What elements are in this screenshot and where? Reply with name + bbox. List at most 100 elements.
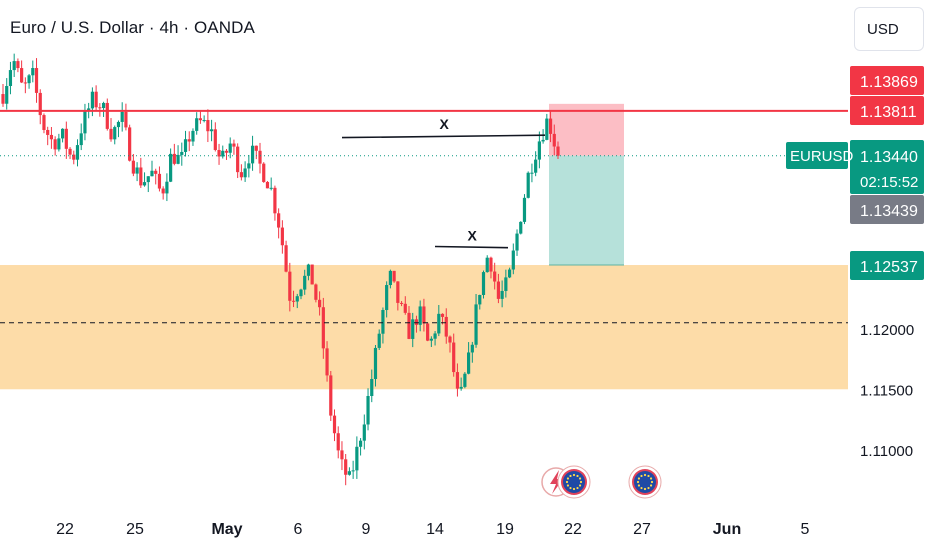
candle: [42, 115, 46, 130]
candle: [221, 150, 225, 157]
candle: [34, 68, 39, 93]
stop-price-text: 1.13869: [860, 74, 918, 91]
candle: [269, 187, 273, 189]
candle: [507, 269, 512, 278]
candle: [440, 313, 445, 317]
candle: [247, 163, 251, 169]
candle: [522, 197, 527, 222]
resistance-price-text: 1.13811: [860, 104, 917, 121]
candle: [105, 102, 109, 129]
candle: [310, 264, 314, 285]
candle: [288, 271, 292, 301]
event-eu-flag-icon[interactable]: [628, 465, 662, 499]
event-eu-flag-icon[interactable]: [557, 465, 591, 499]
candle: [224, 150, 229, 153]
candle: [418, 306, 422, 325]
x-tick-label: 22: [564, 521, 582, 538]
candle: [485, 257, 489, 273]
last-price-label: [850, 140, 924, 194]
candle: [426, 323, 430, 341]
stop-loss-zone[interactable]: [549, 103, 624, 156]
candle: [470, 344, 474, 353]
candle: [131, 160, 135, 174]
candle: [258, 150, 262, 164]
candle: [254, 145, 258, 151]
candle: [452, 342, 456, 373]
candle: [556, 146, 560, 156]
y-tick-label: 1.11500: [860, 383, 913, 400]
candle: [381, 310, 385, 334]
x-tick-label: Jun: [713, 521, 741, 538]
trendline-x1-label: X: [440, 116, 450, 132]
candle: [139, 167, 143, 186]
candle: [362, 424, 366, 441]
candle: [366, 396, 370, 425]
x-tick-label: 14: [426, 521, 444, 538]
trendline-x1[interactable]: [341, 134, 546, 139]
x-tick-label: 22: [56, 521, 74, 538]
candle: [511, 250, 515, 270]
candle: [534, 159, 538, 173]
x-tick-label: 27: [633, 521, 651, 538]
candle: [113, 127, 117, 140]
prev-close-label: [850, 195, 924, 224]
candle: [209, 129, 214, 132]
candle: [504, 277, 508, 291]
candle: [72, 154, 76, 160]
y-tick-label: 1.11000: [860, 443, 913, 460]
currency-button[interactable]: USD: [854, 7, 924, 51]
candle: [64, 128, 68, 149]
candle: [68, 148, 72, 155]
candle: [236, 146, 240, 173]
candle: [467, 352, 471, 374]
candle: [79, 133, 83, 146]
candle: [120, 111, 124, 122]
candle: [239, 172, 243, 178]
candle: [303, 275, 307, 290]
candle: [519, 221, 523, 234]
candle: [336, 433, 340, 451]
currency-label: USD: [867, 20, 899, 38]
trendline-x2[interactable]: [434, 245, 509, 249]
y-tick-label: 1.12000: [860, 322, 914, 339]
candle: [57, 138, 61, 150]
symbol-text: EURUSD: [790, 148, 854, 165]
candle: [355, 446, 359, 471]
candle: [411, 319, 415, 339]
candle: [23, 82, 27, 84]
x-tick-label: 6: [294, 521, 303, 538]
candle: [545, 118, 549, 140]
candle: [295, 296, 299, 302]
candle: [351, 470, 355, 472]
resistance-price-label: [850, 96, 924, 125]
candle: [429, 338, 433, 341]
candle: [16, 61, 20, 69]
candle: [202, 120, 206, 122]
candle: [176, 154, 180, 164]
candle: [172, 153, 176, 164]
candle: [414, 319, 419, 325]
symbol-label: [786, 142, 848, 169]
chart-title: Euro / U.S. Dollar · 4h · OANDA: [10, 18, 255, 37]
candle: [478, 294, 482, 305]
candle: [191, 130, 195, 142]
candle: [250, 145, 255, 164]
take-profit-zone[interactable]: [549, 155, 624, 266]
bar-countdown-text: 02:15:52: [860, 174, 918, 191]
candle: [437, 313, 441, 334]
candle: [552, 133, 556, 147]
candle: [150, 170, 154, 177]
candle: [515, 233, 519, 251]
candle: [347, 471, 352, 475]
candle: [87, 108, 91, 111]
candle: [325, 348, 329, 376]
candle: [161, 188, 165, 194]
candle: [213, 129, 217, 150]
candle: [500, 290, 504, 299]
candle: [314, 284, 318, 300]
candle: [474, 304, 478, 345]
candle: [463, 373, 467, 387]
candle: [373, 347, 378, 380]
